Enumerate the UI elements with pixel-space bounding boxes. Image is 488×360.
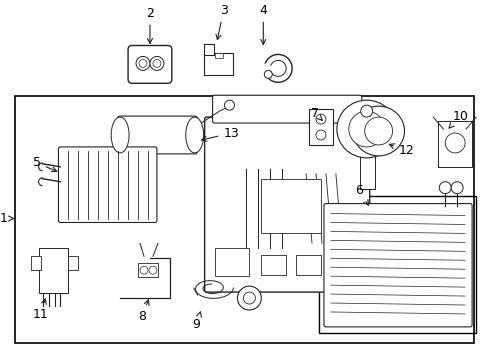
Circle shape <box>153 59 161 67</box>
Ellipse shape <box>352 106 404 156</box>
Text: 1: 1 <box>0 212 14 225</box>
Circle shape <box>450 182 462 194</box>
Text: 13: 13 <box>201 126 239 141</box>
Ellipse shape <box>336 100 396 158</box>
Text: 11: 11 <box>33 299 48 321</box>
Bar <box>68 256 78 270</box>
FancyBboxPatch shape <box>212 95 361 123</box>
Circle shape <box>315 130 325 140</box>
Circle shape <box>149 266 157 274</box>
Bar <box>330 255 355 275</box>
Circle shape <box>445 133 464 153</box>
Bar <box>437 121 471 167</box>
Bar <box>203 53 233 75</box>
Bar <box>138 263 158 277</box>
Circle shape <box>315 114 325 124</box>
Text: 3: 3 <box>216 4 227 40</box>
Circle shape <box>139 59 147 67</box>
Bar <box>203 44 213 55</box>
Ellipse shape <box>185 117 203 153</box>
FancyBboxPatch shape <box>117 116 197 154</box>
Ellipse shape <box>364 117 392 145</box>
Bar <box>15 96 473 343</box>
Bar <box>296 255 320 275</box>
Text: 6: 6 <box>354 184 368 205</box>
Bar <box>31 256 41 270</box>
Text: 12: 12 <box>388 144 413 157</box>
Ellipse shape <box>111 117 129 153</box>
FancyBboxPatch shape <box>128 45 171 83</box>
Circle shape <box>237 286 261 310</box>
Bar <box>318 195 475 333</box>
Text: 4: 4 <box>259 4 266 45</box>
Bar <box>308 109 332 145</box>
Circle shape <box>360 105 372 117</box>
FancyBboxPatch shape <box>59 147 157 222</box>
Circle shape <box>150 57 163 70</box>
Text: 8: 8 <box>138 300 149 323</box>
Circle shape <box>136 57 150 70</box>
Bar <box>39 248 68 293</box>
Bar <box>359 149 374 189</box>
Circle shape <box>243 292 255 304</box>
Text: 9: 9 <box>192 312 201 331</box>
Text: 2: 2 <box>146 6 154 44</box>
FancyBboxPatch shape <box>323 204 471 327</box>
Bar <box>214 53 222 58</box>
Text: 5: 5 <box>33 156 57 172</box>
Bar <box>261 179 320 233</box>
Bar <box>214 248 249 276</box>
Text: 7: 7 <box>310 107 322 120</box>
Circle shape <box>264 70 272 78</box>
Ellipse shape <box>348 111 384 147</box>
Circle shape <box>224 100 234 110</box>
FancyBboxPatch shape <box>204 117 369 292</box>
Text: 10: 10 <box>448 109 467 128</box>
Circle shape <box>438 182 450 194</box>
Bar <box>261 255 285 275</box>
Circle shape <box>140 266 148 274</box>
